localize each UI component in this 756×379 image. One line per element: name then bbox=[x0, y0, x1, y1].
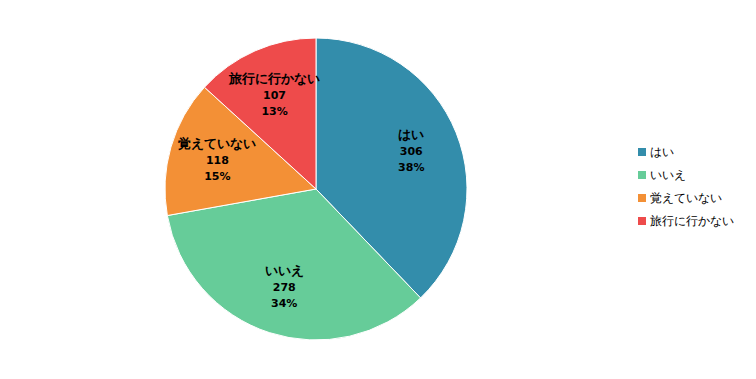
data-label-name: いいえ bbox=[265, 263, 304, 278]
legend-label: 覚えていない bbox=[650, 191, 722, 205]
legend-label: 旅行に行かない bbox=[650, 214, 734, 228]
data-label-name: はい bbox=[398, 127, 424, 142]
data-label-name: 旅行に行かない bbox=[228, 71, 320, 86]
legend-swatch bbox=[638, 194, 646, 202]
data-label-name: 覚えていない bbox=[178, 136, 256, 151]
legend-swatch bbox=[638, 217, 646, 225]
data-label-value: 278 bbox=[273, 281, 296, 294]
slices bbox=[165, 38, 467, 340]
data-label-value: 118 bbox=[206, 154, 229, 167]
data-label-value: 306 bbox=[400, 145, 423, 158]
slice bbox=[167, 189, 420, 340]
data-label-percent: 15% bbox=[204, 170, 230, 183]
legend-label: いいえ bbox=[650, 168, 686, 182]
data-label-percent: 38% bbox=[398, 161, 424, 174]
data-label-percent: 34% bbox=[271, 297, 297, 310]
chart: はい 306 38% いいえ 278 34% 覚えていない 118 15% 旅行に行かない 107 1… bbox=[0, 0, 756, 379]
data-label-value: 107 bbox=[263, 89, 286, 102]
legend-swatch bbox=[638, 148, 646, 156]
slice bbox=[204, 38, 316, 189]
data-label-percent: 13% bbox=[261, 105, 287, 118]
legend-label: はい bbox=[650, 145, 674, 159]
legend-swatch bbox=[638, 171, 646, 179]
